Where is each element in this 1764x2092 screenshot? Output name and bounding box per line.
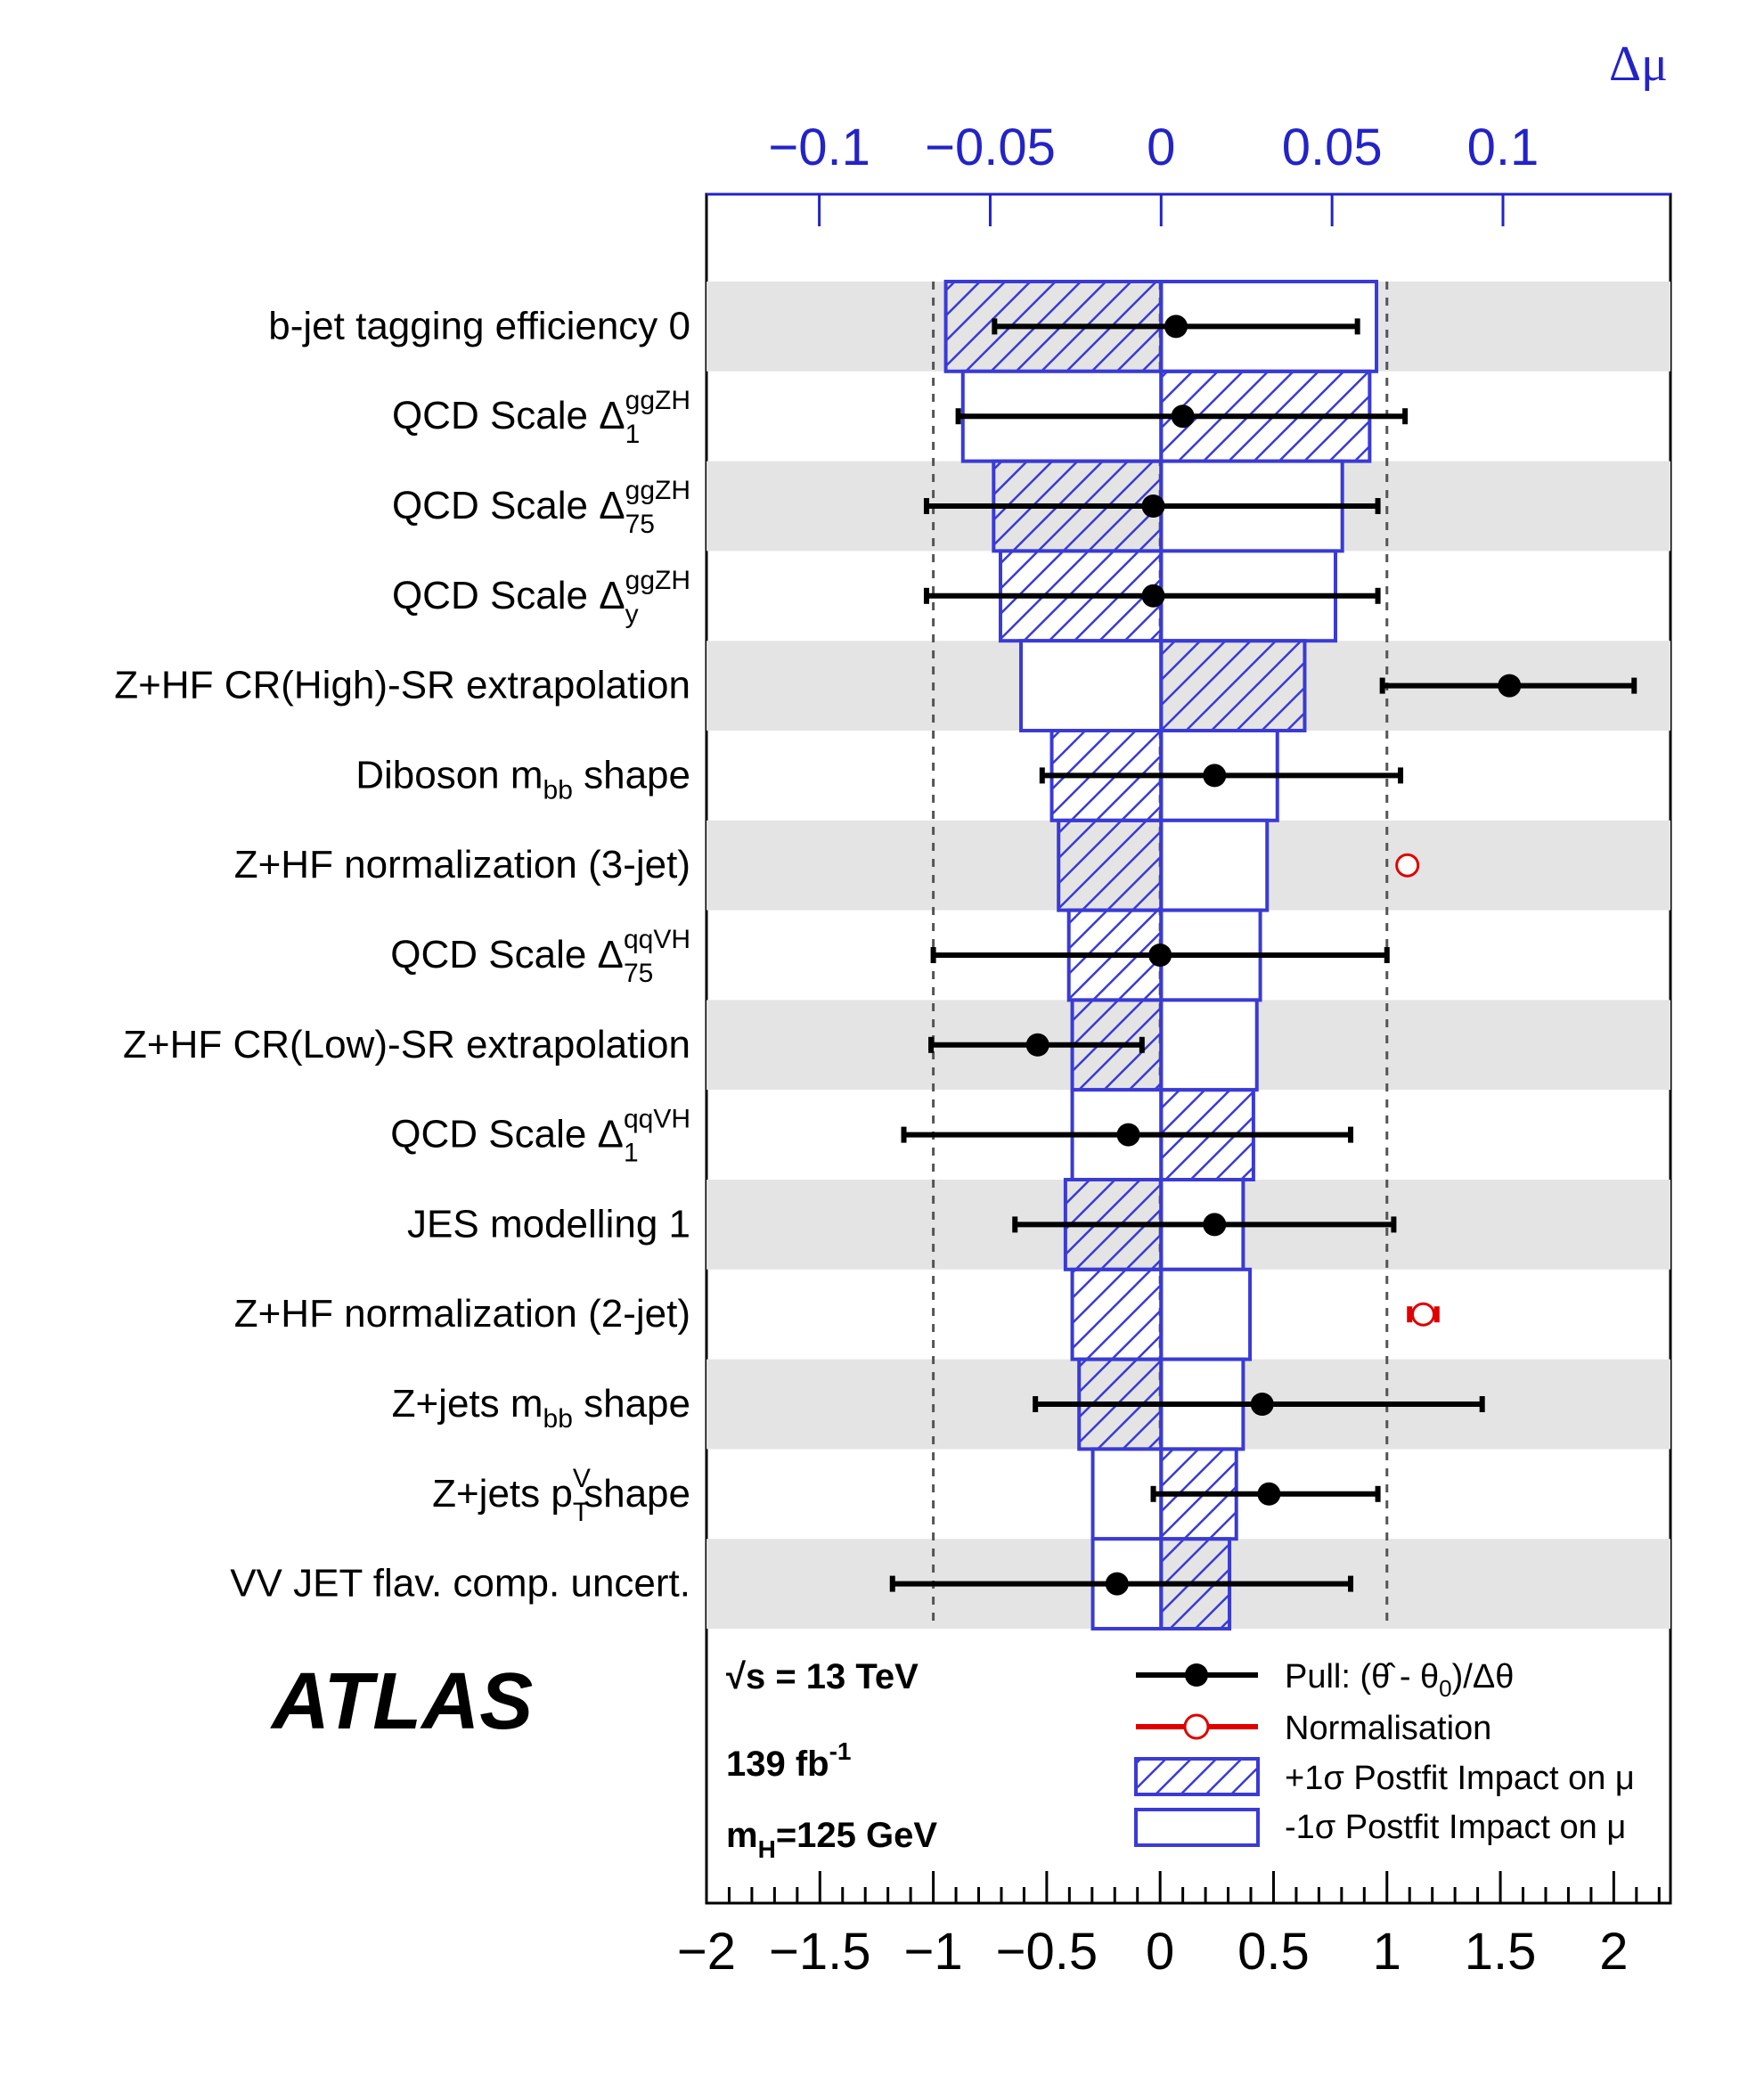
top-axis-tick-label: 0.05 [1282,118,1383,176]
row-label: QCD Scale ΔggZH 75 [392,476,690,539]
energy-label: √s = 13 TeV [726,1657,919,1696]
pull-marker [1141,494,1165,518]
pull-marker [1148,944,1172,967]
impact-minus-bar [1018,639,1164,733]
row-label: Z+jets mbb shape [392,1382,690,1434]
pull-marker [1498,674,1522,698]
bottom-axis-tick-label: −1 [904,1923,963,1981]
row-labels: b-jet tagging efficiency 0 QCD Scale ΔggZ… [114,304,690,1605]
pull-marker [1171,405,1195,429]
top-axis-tick-label: 0 [1147,118,1175,176]
row-label: Z+HF CR(Low)-SR extrapolation [123,1023,690,1066]
lumi-sup: -1 [829,1737,852,1765]
pull-marker [1141,584,1165,608]
row-label: Diboson mbb shape [355,753,690,805]
top-axis: −0.1 −0.05 0 0.05 0.1 [768,118,1539,226]
legend-pull-text: Pull: (θ̂ - θ0)/Δθ [1285,1658,1514,1702]
bottom-axis-tick-label: 0.5 [1237,1923,1310,1981]
bottom-axis-tick-label: 1 [1373,1923,1401,1981]
legend-minus-text: -1σ Postfit Impact on μ [1285,1809,1626,1846]
legend-minus-swatch [1134,1808,1260,1847]
pull-marker [1257,1482,1281,1506]
legend-plus-text: +1σ Postfit Impact on μ [1285,1760,1635,1797]
legend-norm-marker [1136,1713,1258,1740]
mass-label: mH=125 GeV [726,1816,937,1863]
row-label: Z+jets pV T shape [432,1464,690,1527]
bottom-axis-tick-label: −0.5 [996,1923,1098,1981]
pull-marker [1203,764,1227,788]
pull-marker [1116,1123,1140,1147]
pull-marker [1250,1393,1274,1416]
impact-minus-bar [1159,1267,1253,1361]
legend-norm-text: Normalisation [1285,1710,1491,1747]
row-label: VV JET flav. comp. uncert. [230,1562,690,1606]
row-label: JES modelling 1 [407,1202,690,1246]
impact-plus-bar [1070,1267,1164,1361]
bottom-axis-tick-label: 2 [1599,1923,1628,1981]
row-label: Z+HF normalization (2-jet) [234,1292,690,1336]
bottom-axis-tick-label: −1.5 [769,1923,871,1981]
pull-marker [1164,315,1188,339]
row-label: QCD Scale ΔqqVH 75 [390,925,690,988]
row-label: Z+HF CR(High)-SR extrapolation [114,664,690,707]
pull-marker [1025,1033,1049,1057]
top-axis-tick-label: −0.1 [768,118,870,176]
row-label: QCD Scale ΔggZH 1 [392,386,690,449]
top-axis-tick-label: −0.05 [925,118,1056,176]
normalisation-marker [1410,1302,1435,1327]
bottom-axis-tick-label: 0 [1146,1923,1174,1981]
row-label: b-jet tagging efficiency 0 [268,304,690,347]
top-axis-title: Δμ [1609,37,1668,92]
bottom-axis-tick-label: −2 [677,1923,736,1981]
legend-pull-marker [1136,1663,1258,1687]
impact-minus-bar [1159,818,1270,912]
pull-markers [889,315,1637,1596]
row-label: QCD Scale ΔggZH y [392,566,690,629]
normalisation-marker [1395,853,1420,878]
bottom-axis-tick-label: 1.5 [1465,1923,1537,1981]
row-label: Z+HF normalization (3-jet) [234,843,690,887]
experiment-label: ATLAS [270,1657,533,1746]
top-axis-tick-label: 0.1 [1467,118,1539,176]
pull-marker [1203,1213,1227,1237]
row-label: QCD Scale ΔqqVH 1 [390,1105,690,1168]
impact-plus-bar [1057,818,1164,912]
lumi-label: 139 fb-1 [726,1737,852,1784]
bottom-axis: −2 −1.5 −1 −0.5 0 0.5 1 1.5 2 [677,1871,1661,1981]
impact-plus-bar [1159,639,1307,733]
legend-plus-swatch [1134,1757,1260,1796]
pull-marker [1105,1572,1129,1596]
legend: Pull: (θ̂ - θ0)/Δθ Normalisation +1σ Pos… [1134,1658,1635,1847]
impact-minus-bar [1159,998,1259,1092]
